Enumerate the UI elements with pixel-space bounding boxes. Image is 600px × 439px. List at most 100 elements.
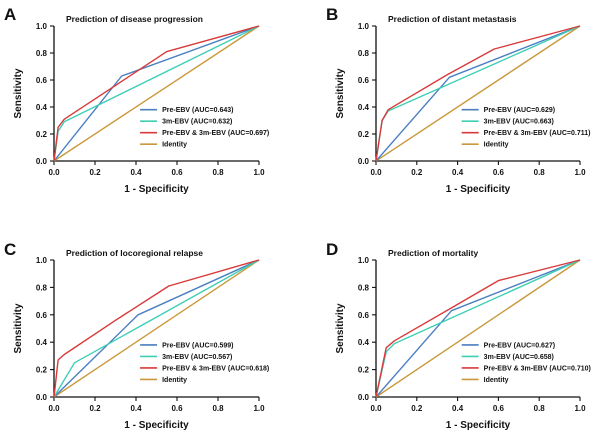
panel-d-x-tick-label: 0.2 [411,404,423,413]
panel-a-legend-label: Identity [162,142,187,149]
panel-c-y-axis-title: Sensitivity [13,303,24,353]
panel-a-y-tick-label: 0.0 [36,157,48,166]
panel-b-x-tick-label: 0.2 [411,168,423,177]
panel-d-x-tick-label: 0.4 [452,404,464,413]
panel-c-series-pre-ebv [53,259,260,398]
panel-a-x-tick-label: 0.0 [48,168,60,177]
panel-d-legend-label: Identity [484,377,509,384]
panel-c-x-tick-label: 1.0 [253,404,265,413]
panel-d-title: Prediction of mortality [388,248,478,258]
panel-d-x-tick-label: 0.8 [534,404,546,413]
panel-c-series-3m-ebv [53,259,260,398]
panel-a-x-tick-label: 0.6 [171,168,183,177]
panel-d-letter: D [326,240,338,259]
panel-d-x-tick-label: 0.0 [370,404,382,413]
panel-b-legend-label: 3m-EBV (AUC=0.663) [484,119,554,126]
panel-c-y-tick-label: 0.8 [36,283,48,292]
panel-c-letter: C [4,240,16,259]
panel-b-x-tick-label: 0.0 [370,168,382,177]
panel-c-x-axis-title: 1 - Specificity [124,420,189,431]
panel-b-y-tick-label: 1.0 [358,22,370,31]
panel-b: B 0.0 0.2 0.4 0.6 0.8 1.0 0.0 0.2 0.4 0.6 0.8 1.0 1 -… [326,5,590,195]
panel-d-series-pre-ebv [375,259,581,398]
panel-b-legend-label: Pre-EBV & 3m-EBV (AUC=0.711) [484,130,591,137]
panel-c-x-tick-label: 0.6 [171,404,183,413]
panel-a-y-tick-label: 0.4 [36,103,48,112]
panel-a-x-tick-label: 0.4 [130,168,142,177]
panel-d-series-identity [375,259,581,398]
panel-a-x-tick-label: 0.8 [212,168,224,177]
panel-c-y-tick-label: 0.2 [36,366,48,375]
panel-b-y-tick-label: 0.2 [358,130,370,139]
panel-a-x-axis-title: 1 - Specificity [124,184,189,195]
panel-d-y-tick-label: 0.2 [358,366,370,375]
panel-a-x-tick-label: 1.0 [253,168,265,177]
panel-d-y-tick-label: 0.8 [358,283,370,292]
panel-a: A 0.0 0.2 0.4 0.6 0.8 1.0 0.0 0.2 0.4 0.6 0.8 1.0 1 -… [4,5,269,195]
panel-d-y-tick-label: 0.0 [358,393,370,402]
panel-b-y-tick-label: 0.4 [358,103,370,112]
panel-d-x-tick-label: 0.6 [493,404,505,413]
panel-a-y-tick-label: 0.2 [36,130,48,139]
panel-b-y-tick-label: 0.6 [358,76,370,85]
panel-d-legend: Pre-EBV (AUC=0.627) 3m-EBV (AUC=0.658) Pre… [461,342,591,384]
panel-b-letter: B [326,5,338,24]
panel-d-legend-label: 3m-EBV (AUC=0.658) [484,354,554,361]
panel-a-legend-label: 3m-EBV (AUC=0.632) [162,119,232,126]
panel-c: C 0.0 0.2 0.4 0.6 0.8 1.0 0.0 0.2 0.4 0.6 0.8 1.0 1 -… [4,240,269,431]
panel-c-x-tick-label: 0.2 [89,404,101,413]
panel-a-series-pre-ebv-3m-ebv [53,25,260,162]
panel-b-series-pre-ebv-3m-ebv [375,25,581,162]
panel-c-series-pre-ebv-3m-ebv [53,259,260,398]
panel-b-x-axis-title: 1 - Specificity [446,184,511,195]
panel-c-legend-label: Identity [162,377,187,384]
panel-b-legend: Pre-EBV (AUC=0.629) 3m-EBV (AUC=0.663) Pre… [461,107,591,149]
panel-c-y-tick-label: 0.6 [36,311,48,320]
panel-a-series-identity [53,25,260,162]
panel-b-y-tick-label: 0.0 [358,157,370,166]
panel-a-series-pre-ebv [53,25,260,162]
panel-c-y-tick-label: 1.0 [36,256,48,265]
panel-d-series-pre-ebv-3m-ebv [375,259,581,398]
panel-a-legend: Pre-EBV (AUC=0.643) 3m-EBV (AUC=0.632) Pre… [140,107,269,149]
panel-b-series-identity [375,25,581,162]
panel-d-legend-label: Pre-EBV (AUC=0.627) [484,342,555,349]
panel-d: D 0.0 0.2 0.4 0.6 0.8 1.0 0.0 0.2 0.4 0.6 0.8 1.0 1 -… [326,240,591,431]
panel-a-y-axis-title: Sensitivity [13,68,24,118]
panel-b-series-pre-ebv [375,25,581,162]
panel-a-legend-label: Pre-EBV & 3m-EBV (AUC=0.697) [162,130,269,137]
panel-b-legend-label: Identity [484,142,509,149]
panel-b-legend-label: Pre-EBV (AUC=0.629) [484,107,555,114]
panel-c-legend-label: Pre-EBV (AUC=0.599) [162,342,233,349]
panel-a-x-tick-label: 0.2 [89,168,101,177]
panel-d-legend-label: Pre-EBV & 3m-EBV (AUC=0.710) [484,365,591,372]
panel-c-legend-label: Pre-EBV & 3m-EBV (AUC=0.618) [162,365,269,372]
panel-c-x-tick-label: 0.4 [130,404,142,413]
panel-a-letter: A [4,5,16,24]
panel-b-x-tick-label: 0.4 [452,168,464,177]
panel-c-y-tick-label: 0.4 [36,338,48,347]
panel-c-y-tick-label: 0.0 [36,393,48,402]
panel-b-x-tick-label: 0.8 [534,168,546,177]
panel-a-y-tick-label: 0.6 [36,76,48,85]
panel-b-title: Prediction of distant metastasis [388,14,517,24]
panel-c-x-tick-label: 0.8 [212,404,224,413]
panel-c-series-identity [53,259,260,398]
panel-c-x-tick-label: 0.0 [48,404,60,413]
panel-d-x-tick-label: 1.0 [574,404,586,413]
panel-c-legend: Pre-EBV (AUC=0.599) 3m-EBV (AUC=0.567) Pre… [140,342,269,384]
panel-b-x-tick-label: 0.6 [493,168,505,177]
panel-c-legend-label: 3m-EBV (AUC=0.567) [162,354,232,361]
panel-b-y-axis-title: Sensitivity [335,68,346,118]
panel-c-title: Prediction of locoregional relapse [66,248,203,258]
panel-d-y-tick-label: 0.4 [358,338,370,347]
panel-a-legend-label: Pre-EBV (AUC=0.643) [162,107,233,114]
panel-a-y-tick-label: 0.8 [36,49,48,58]
panel-b-y-tick-label: 0.8 [358,49,370,58]
panel-b-x-tick-label: 1.0 [574,168,586,177]
panel-d-x-axis-title: 1 - Specificity [446,420,511,431]
panel-d-y-axis-title: Sensitivity [335,303,346,353]
panel-a-title: Prediction of disease progression [66,14,203,24]
panel-a-y-tick-label: 1.0 [36,22,48,31]
